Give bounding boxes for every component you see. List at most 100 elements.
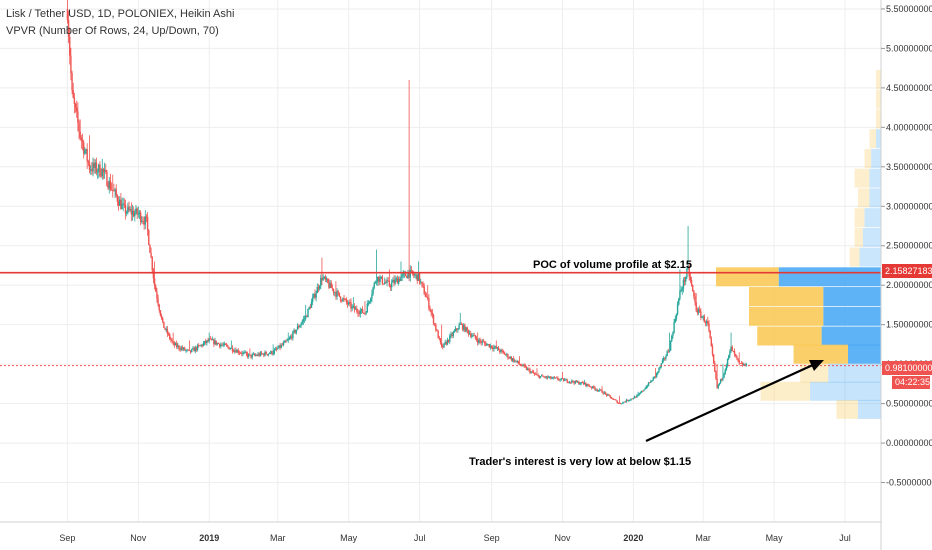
candle-body [609, 395, 611, 397]
candle-body [260, 352, 263, 354]
candle-body [507, 354, 509, 358]
candle-body [673, 321, 675, 333]
interest-annotation: Trader's interest is very low at below $… [469, 456, 691, 468]
candle-body [224, 343, 227, 345]
candle-body [463, 325, 465, 330]
candle-body [116, 195, 119, 202]
candle-body [449, 335, 451, 342]
candle-body [115, 189, 117, 196]
candle-body [199, 345, 201, 347]
candle-body [143, 221, 145, 225]
vp-row-down [828, 363, 881, 383]
candle-body [538, 375, 540, 378]
vp-row-down [871, 148, 881, 168]
candle-body [347, 302, 350, 305]
candle-body [545, 376, 547, 378]
candle-body [433, 323, 436, 325]
candle-body [159, 310, 162, 316]
candle-body [324, 276, 327, 280]
candle-body [578, 381, 580, 385]
candle-body [92, 162, 94, 172]
candle-body [509, 357, 511, 359]
time-axis[interactable]: Sep Nov 2019 Mar May Jul Sep Nov 2020 Mar May Jul [0, 521, 881, 543]
candle-body [559, 379, 561, 381]
candle-body [528, 368, 530, 370]
candle-body [117, 201, 120, 206]
candle-body [375, 281, 378, 283]
candle-body [479, 339, 481, 342]
candle-body [696, 310, 699, 313]
candle-body [402, 273, 405, 275]
candle-body [393, 280, 395, 284]
candle-body [187, 349, 189, 351]
y-tick-label: 3.00000000 [886, 201, 932, 211]
candle-body [325, 278, 328, 280]
candle-body [685, 277, 687, 282]
candle-body [358, 313, 360, 315]
candle-body [308, 307, 310, 309]
candle-body [629, 399, 631, 401]
candle-body [436, 330, 438, 331]
vp-row-down [864, 208, 881, 228]
indicator-title[interactable]: VPVR (Number Of Rows, 24, Up/Down, 70) [6, 25, 219, 37]
candle-body [220, 344, 222, 347]
candle-body [688, 265, 690, 277]
candle-body [743, 364, 745, 366]
candle-body [125, 212, 128, 214]
candle-body [444, 342, 446, 344]
candle-body [395, 278, 398, 280]
candle-body [453, 330, 456, 333]
candle-body [470, 333, 472, 337]
candle-body [611, 398, 614, 400]
candle-body [399, 278, 401, 281]
candle-body [320, 277, 322, 287]
candle-body [315, 293, 317, 298]
candle-body [417, 273, 420, 281]
candle-body [157, 298, 159, 305]
candle-body [225, 344, 228, 346]
candle-body [193, 348, 195, 352]
candle-body [603, 392, 606, 394]
candle-body [268, 353, 271, 355]
candle-body [600, 389, 602, 391]
candle-body [357, 311, 359, 314]
candle-body [539, 376, 542, 378]
vp-row-down [810, 381, 881, 401]
candle-body [457, 329, 459, 331]
candle-body [526, 368, 529, 370]
candle-body [338, 292, 341, 297]
candle-body [531, 371, 534, 373]
candle-body [573, 382, 575, 384]
candle-body [153, 278, 156, 286]
candle-body [551, 378, 553, 379]
symbol-title[interactable]: Lisk / Tether USD, 1D, POLONIEX, Heikin … [6, 8, 234, 20]
candle-body [712, 354, 715, 363]
candle-body [371, 293, 373, 299]
candle-body [644, 388, 646, 390]
candle-body [230, 347, 232, 349]
candle-body [518, 363, 521, 365]
x-tick-label: 2020 [623, 533, 643, 543]
candle-body [223, 343, 226, 345]
candle-body [580, 382, 582, 384]
candle-body [89, 169, 92, 171]
candle-body [574, 380, 577, 384]
candle-body [571, 380, 573, 383]
candle-body [151, 257, 153, 271]
candle-body [66, 8, 69, 20]
candle-body [316, 286, 318, 294]
candle-body [228, 346, 230, 350]
candle-body [642, 390, 644, 392]
candle-body [454, 328, 457, 331]
candle-body [168, 334, 171, 339]
candle-body [298, 326, 300, 328]
candle-body [442, 346, 444, 348]
candle-body [635, 396, 637, 398]
x-tick-label: Jul [839, 533, 851, 543]
candle-body [459, 323, 461, 325]
candle-body [307, 308, 309, 317]
candle-body [302, 319, 305, 322]
candle-body [277, 348, 279, 350]
candle-body [160, 315, 163, 319]
